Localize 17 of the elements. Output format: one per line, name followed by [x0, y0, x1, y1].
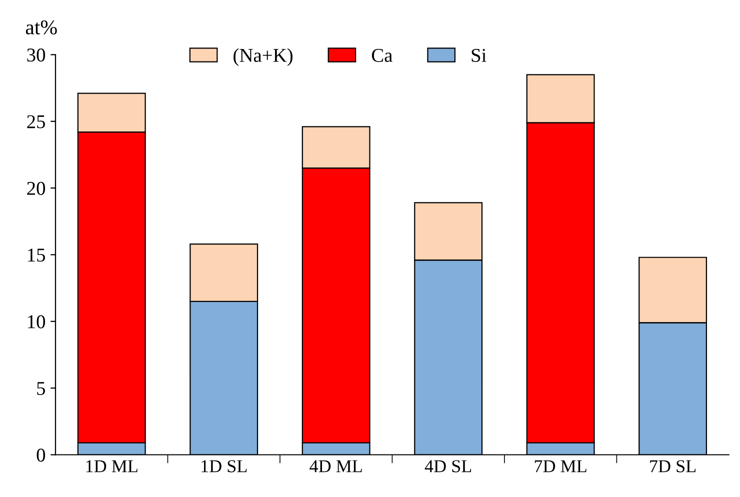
x-tick-label: 1D SL	[202, 460, 247, 472]
x-tick-label: 1D ML	[86, 460, 138, 472]
y-tick-label: 15	[28, 248, 46, 262]
legend-label: Si	[472, 48, 486, 62]
legend-label: (Na+K)	[234, 48, 292, 66]
x-tick-label: 7D SL	[650, 460, 696, 472]
y-tick-label: 20	[27, 182, 46, 195]
x-tick-label: 4D SL	[424, 460, 472, 472]
y-tick-label: 30	[27, 48, 46, 62]
y-tick-label: 0	[36, 448, 46, 462]
y-tick-label: 10	[28, 315, 46, 328]
x-tick-label: 4D ML	[310, 460, 362, 472]
y-tick-label: 25	[27, 115, 46, 128]
x-tick-label: 7D ML	[534, 460, 586, 472]
legend-label: Ca	[372, 48, 392, 62]
y-axis-title: at%	[26, 20, 57, 35]
y-tick-label: 5	[37, 382, 46, 396]
